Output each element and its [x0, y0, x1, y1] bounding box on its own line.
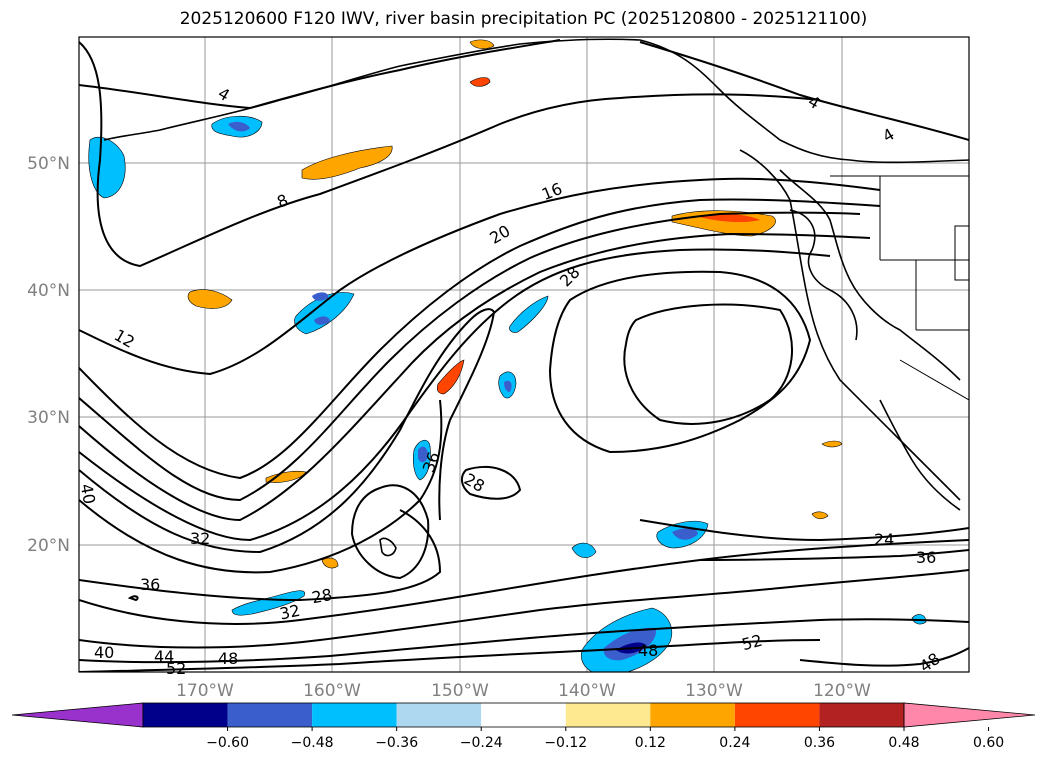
contour-label: 36	[916, 548, 936, 567]
contour-label: 32	[278, 601, 302, 624]
colorbar-tick-label: 0.48	[888, 735, 919, 751]
colorbar-segment	[481, 703, 566, 727]
contour-label: 40	[77, 482, 99, 505]
contour-24a	[79, 232, 871, 522]
contour-label: 28	[310, 585, 333, 607]
lon-label-140w: 140°W	[558, 681, 616, 701]
plot-frame	[78, 36, 970, 673]
contour-20	[79, 211, 861, 502]
contour-label: 36	[140, 575, 160, 594]
colorbar-tick-label: −0.60	[206, 735, 249, 751]
contour-label: 44	[154, 647, 174, 666]
contour-48-east	[799, 647, 969, 667]
colorbar-extend-right	[903, 702, 1036, 728]
coast-bc-inner	[779, 169, 961, 381]
coast-hawaii	[379, 537, 397, 557]
colorbar-segment	[734, 703, 820, 727]
colorbar-frame	[142, 702, 905, 728]
contour-28-inner	[623, 303, 793, 425]
colorbar-segment	[143, 703, 228, 727]
contour-8	[79, 41, 821, 268]
precip-blob-baja	[821, 440, 843, 448]
latitude-axis: 50°N 40°N 30°N 20°N	[27, 154, 70, 556]
colorbar-segment	[650, 703, 735, 727]
precip-blob-top2	[469, 77, 491, 87]
colorbar-extend-left	[11, 702, 144, 728]
contour-32	[79, 308, 496, 554]
lon-label-160w: 160°W	[303, 681, 361, 701]
lat-label-50n: 50°N	[27, 154, 70, 174]
contour-label: 48	[638, 641, 658, 660]
colorbar	[11, 702, 1036, 728]
colorbar-tick-label: 0.12	[635, 735, 666, 751]
precip-blob-east-small	[571, 542, 597, 558]
lat-label-20n: 20°N	[27, 536, 70, 556]
contour-28-loop	[548, 270, 812, 454]
lat-label-30n: 30°N	[27, 408, 70, 428]
contour-label: 52	[166, 659, 186, 678]
contour-36	[79, 399, 443, 574]
lon-label-170w: 170°W	[176, 681, 234, 701]
coast-alaska	[103, 38, 969, 164]
contour-label: 48	[218, 649, 238, 668]
contour-36-east	[699, 549, 969, 561]
plot-area	[79, 37, 969, 672]
colorbar-segment	[227, 703, 313, 727]
colorbar-tick-label: −0.48	[291, 735, 334, 751]
colorbar-tick-label: −0.12	[544, 735, 587, 751]
contour-44	[79, 569, 969, 649]
colorbar-tick-label: 0.60	[973, 735, 1004, 751]
precip-blob-small-orange	[321, 557, 339, 569]
contour-12	[79, 177, 881, 376]
contour-28-loop2	[460, 465, 522, 500]
contour-label: 32	[190, 529, 210, 548]
contour-20-loop	[350, 484, 430, 580]
map-title: 2025120600 F120 IWV, river basin precipi…	[179, 9, 868, 29]
borders	[830, 175, 969, 401]
contour-48	[79, 618, 969, 664]
colorbar-tick-label: −0.36	[375, 735, 418, 751]
precip-blob-central-blue	[509, 295, 549, 333]
colorbar-segment	[396, 703, 482, 727]
colorbar-tick-label: 0.24	[719, 735, 750, 751]
contour-small-sw	[127, 595, 139, 602]
precip-blob-top1	[469, 39, 495, 49]
colorbar-segment	[565, 703, 651, 727]
precip-blob-se	[811, 511, 829, 520]
contour-4-east	[639, 41, 969, 141]
contour-24-east	[639, 519, 969, 542]
contour-label: 24	[874, 530, 894, 549]
coastline	[103, 38, 969, 557]
lon-label-120w: 120°W	[813, 681, 871, 701]
lon-label-150w: 150°W	[431, 681, 489, 701]
contour-label: 52	[740, 631, 765, 655]
contour-40	[79, 539, 969, 625]
contour-36b	[79, 509, 442, 602]
colorbar-segment	[312, 703, 397, 727]
colorbar-tick-label: −0.24	[460, 735, 503, 751]
colorbar-segment	[819, 703, 904, 727]
lat-label-40n: 40°N	[27, 281, 70, 301]
precip-blob-gulf-alaska	[301, 145, 393, 180]
coast-bc	[739, 149, 961, 501]
coast-baja	[879, 399, 961, 511]
lon-label-130w: 130°W	[685, 681, 743, 701]
iwv-contours	[79, 39, 969, 672]
precip-blob-midpac-orange	[187, 289, 233, 309]
coast-bc-detail	[789, 209, 858, 341]
longitude-axis: 170°W 160°W 150°W 140°W 130°W 120°W	[176, 681, 871, 701]
contour-52	[79, 639, 821, 672]
colorbar-tick-label: 0.36	[804, 735, 835, 751]
colorbar-ticks: −0.60 −0.48 −0.36 −0.24 −0.12 0.12 0.24 0.36 0.4…	[206, 727, 1004, 751]
precip-blob-central-red	[436, 359, 465, 395]
contour-28	[79, 248, 831, 542]
contour-label: 40	[94, 643, 114, 662]
contour-16	[79, 198, 881, 480]
